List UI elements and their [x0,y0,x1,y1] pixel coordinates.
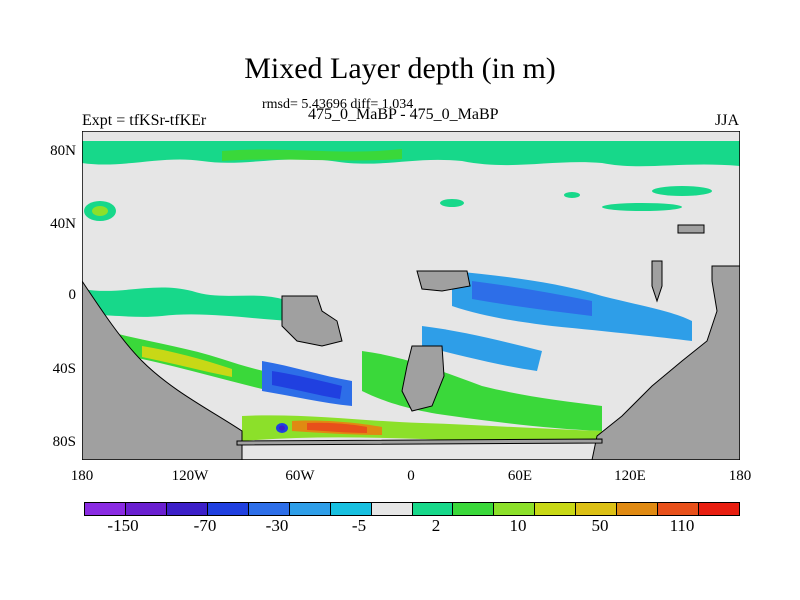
south-america-land [81,279,243,461]
lon-tick: 180 [70,468,94,484]
colorbar-swatch [494,503,536,515]
colorbar-swatch [248,503,290,515]
colorbar-label: -5 [351,516,367,535]
experiment-label: Expt = tfKSr-tfKEr [82,112,207,129]
colorbar-label: -30 [265,516,289,535]
lat-tick: 0 [68,287,77,303]
map-svg [81,130,741,461]
colorbar-swatch [371,503,413,515]
colorbar [84,502,740,516]
lat-tick: 80N [50,143,76,159]
colorbar-label: 110 [669,516,695,535]
map-panel [81,130,741,461]
colorbar-label: -70 [193,516,217,535]
colorbar-swatch [125,503,167,515]
lat-tick: 40N [50,216,76,232]
colorbar-swatch [658,503,700,515]
colorbar-swatch [535,503,577,515]
statistics-label: rmsd= 5.43696 diff= 1.034 [262,97,414,112]
lon-tick: 60W [285,468,315,484]
figure-title: Mixed Layer depth (in m) [244,52,556,85]
colorbar-label: 2 [431,516,441,535]
colorbar-swatch [576,503,618,515]
season-label: JJA [715,112,740,129]
lon-tick: 120E [614,468,646,484]
antarctica-land [236,438,603,446]
lon-tick: 0 [407,468,415,484]
tropical-band [82,287,292,321]
colorbar-swatch [453,503,495,515]
east-coast-land [651,260,663,303]
colorbar-swatch [699,503,739,515]
colorbar-swatch [330,503,372,515]
colorbar-label: 10 [509,516,527,535]
lat-tick: 40S [52,361,76,377]
colorbar-swatch [289,503,331,515]
lon-tick: 60E [507,468,533,484]
colorbar-label: -150 [107,516,139,535]
arctic-band [82,141,740,167]
lon-tick: 120W [171,468,209,484]
colorbar-swatch [412,503,454,515]
colorbar-swatch [207,503,249,515]
experiment-subtitle: 475_0_MaBP - 475_0_MaBP [308,106,499,123]
colorbar-label: 50 [591,516,609,535]
colorbar-swatch [85,503,126,515]
lat-tick: 80S [52,434,76,450]
colorbar-swatch [617,503,659,515]
lon-tick: 180 [728,468,752,484]
colorbar-swatch [166,503,208,515]
